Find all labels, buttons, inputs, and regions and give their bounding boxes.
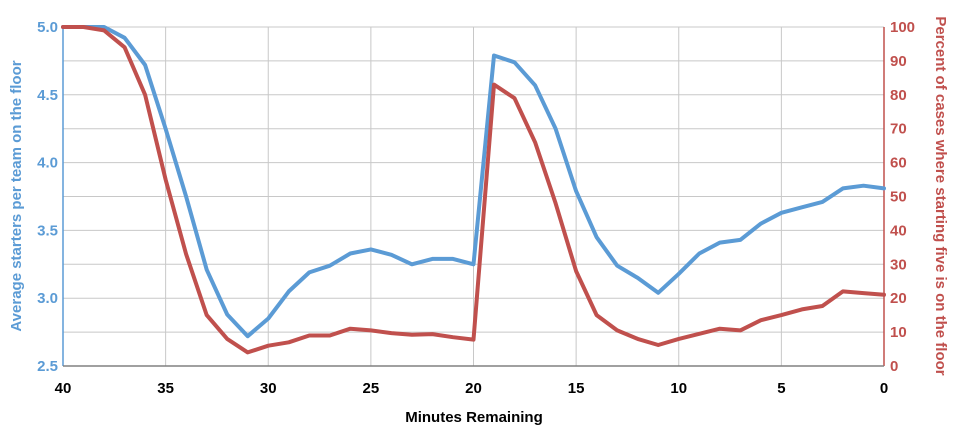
left-tick-label: 4.0: [37, 155, 58, 172]
x-axis-label: Minutes Remaining: [405, 409, 543, 426]
series-line-average-starters: [61, 25, 886, 339]
x-tick-label: 15: [568, 380, 585, 397]
right-axis-ticks: 0 10 20 30 40 50 60 70 80 90 100: [890, 19, 915, 375]
right-tick-label: 60: [890, 155, 907, 172]
right-axis-label: Percent of cases where starting five is …: [932, 16, 949, 375]
left-tick-label: 3.5: [37, 222, 58, 239]
left-tick-label: 4.5: [37, 87, 58, 104]
series-lines: [61, 25, 886, 355]
left-tick-label: 5.0: [37, 19, 58, 36]
x-tick-label: 5: [777, 380, 785, 397]
right-tick-label: 50: [890, 189, 907, 206]
x-tick-label: 30: [260, 380, 277, 397]
x-tick-label: 35: [157, 380, 174, 397]
right-tick-label: 10: [890, 324, 907, 341]
x-tick-label: 25: [363, 380, 380, 397]
left-axis-ticks: 2.5 3.0 3.5 4.0 4.5 5.0: [37, 19, 58, 375]
right-tick-label: 0: [890, 358, 898, 375]
left-tick-label: 2.5: [37, 358, 58, 375]
right-tick-label: 30: [890, 256, 907, 273]
x-tick-label: 0: [880, 380, 888, 397]
right-tick-label: 70: [890, 121, 907, 138]
left-axis-label: Average starters per team on the floor: [8, 60, 25, 331]
right-tick-label: 40: [890, 222, 907, 239]
right-tick-label: 100: [890, 19, 915, 36]
right-tick-label: 80: [890, 87, 907, 104]
plot-frame: [62, 27, 885, 367]
left-tick-label: 3.0: [37, 290, 58, 307]
right-tick-label: 90: [890, 53, 907, 70]
x-axis-ticks: 40 35 30 25 20 15 10 5 0: [55, 380, 889, 397]
x-tick-label: 20: [465, 380, 482, 397]
right-tick-label: 20: [890, 290, 907, 307]
x-tick-label: 10: [670, 380, 687, 397]
x-tick-label: 40: [55, 380, 72, 397]
series-line-percent-starting-five: [61, 25, 886, 355]
